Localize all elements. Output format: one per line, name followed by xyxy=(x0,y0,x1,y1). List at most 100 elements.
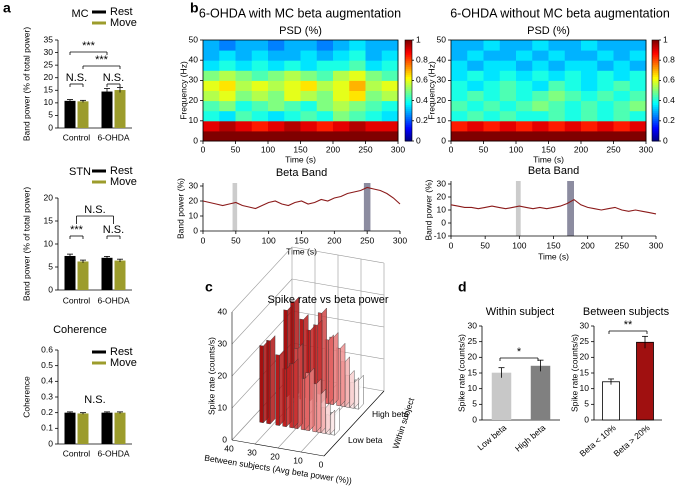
x-tick-label: Control xyxy=(63,448,91,458)
heatmap-cell xyxy=(613,90,631,102)
colorbar-step xyxy=(652,120,659,124)
y-tick-label: 30 xyxy=(437,178,447,188)
heatmap-cell xyxy=(284,100,301,112)
x-tick-label: 250 xyxy=(360,235,374,245)
highlight-band xyxy=(515,181,521,236)
depth-axis-label: Within subject xyxy=(390,396,416,450)
significance-label: N.S. xyxy=(103,72,124,84)
heatmap-cell xyxy=(499,50,517,61)
colorbar-step xyxy=(652,86,659,89)
heatmap-cell xyxy=(203,70,220,81)
x-tick-label: Control xyxy=(63,295,91,305)
heatmap-cell xyxy=(300,60,318,71)
heatmap-cell xyxy=(203,60,220,71)
heatmap-cell xyxy=(548,80,566,91)
heatmap-cell xyxy=(548,110,566,122)
colorbar-step xyxy=(652,90,659,94)
bar xyxy=(114,90,126,128)
panel-label: d xyxy=(458,279,467,295)
colorbar-step xyxy=(652,134,659,138)
colorbar-step xyxy=(652,52,659,55)
y-tick-label: 5 xyxy=(584,399,589,409)
heatmap-cell xyxy=(516,100,533,112)
heatmap-cell xyxy=(613,110,631,122)
y-tick-label: 0.5 xyxy=(41,360,53,370)
heatmap-cell xyxy=(316,50,334,61)
heatmap-cell xyxy=(251,120,269,132)
bar xyxy=(64,255,76,290)
colorbar-step xyxy=(405,108,412,112)
heatmap-cell xyxy=(219,80,236,91)
heatmap-cell xyxy=(564,120,582,132)
x-axis-label: Time (s) xyxy=(286,246,317,256)
heatmap-cell xyxy=(564,50,582,61)
heatmap-cell xyxy=(581,100,598,112)
heatmap-cell xyxy=(251,60,269,71)
y-tick-label: 30 xyxy=(468,320,478,330)
heatmap-cell xyxy=(349,110,366,122)
colorbar-step xyxy=(405,74,412,77)
heatmap-cell xyxy=(467,70,484,81)
colorbar-step xyxy=(652,66,659,69)
x-tick-label: 50 xyxy=(480,240,490,250)
heatmap-cell xyxy=(365,60,383,71)
heatmap-cell xyxy=(235,120,253,132)
colorbar-step xyxy=(405,136,412,140)
heatmap-cell xyxy=(499,80,517,91)
x-tick-label: 0 xyxy=(449,144,454,154)
x-tick-label: 150 xyxy=(294,235,308,245)
bar xyxy=(275,354,280,426)
heatmap-cell xyxy=(499,100,517,112)
colorbar-step xyxy=(405,120,412,124)
panel-label: a xyxy=(3,0,11,16)
colorbar-step xyxy=(652,126,659,130)
y-tick-label: 20 xyxy=(437,191,447,201)
chart-title: Beta Band xyxy=(276,167,327,179)
y-tick-label: 0 xyxy=(584,414,589,424)
y-tick-label: 5 xyxy=(48,110,53,120)
y-tick-label: 25 xyxy=(580,336,590,346)
chart-title: PSD (%) xyxy=(279,25,322,37)
chart-title: MC xyxy=(71,8,88,20)
bar xyxy=(64,412,76,444)
bar xyxy=(259,345,264,424)
heatmap-cell xyxy=(219,120,236,132)
y-tick-label: 30 xyxy=(189,75,199,85)
x-tick-label: 0 xyxy=(319,459,324,469)
heatmap-cell xyxy=(548,90,566,102)
legend-label: Rest xyxy=(110,6,133,18)
y-tick-label: 5 xyxy=(472,399,477,409)
heatmap-cell xyxy=(532,70,549,81)
heatmap-cell xyxy=(284,50,301,61)
heatmap-cell xyxy=(483,110,501,122)
y-tick-label: 30 xyxy=(437,75,447,85)
x-tick-label: 40 xyxy=(224,443,234,453)
heatmap-cell xyxy=(300,120,318,132)
bar-side xyxy=(263,340,269,424)
colorbar-step xyxy=(405,40,412,43)
x-tick-label: 6-OHDA xyxy=(97,295,129,305)
heatmap-cell xyxy=(300,90,318,102)
heatmap-cell xyxy=(483,40,501,51)
colorbar-step xyxy=(652,40,659,43)
heatmap-cell xyxy=(203,80,220,91)
heatmap-cell xyxy=(268,130,285,142)
bar xyxy=(636,341,654,421)
heatmap-cell xyxy=(203,40,220,51)
heatmap-cell xyxy=(381,90,399,102)
colorbar-step xyxy=(652,118,659,122)
y-tick-label: 20 xyxy=(189,195,199,205)
y-tick-label: 0 xyxy=(193,225,198,235)
colorbar-step xyxy=(652,64,659,67)
colorbar-step xyxy=(405,102,412,106)
colorbar-step xyxy=(652,108,659,112)
heatmap-cell xyxy=(235,130,253,142)
heatmap-cell xyxy=(451,70,468,81)
bar-side xyxy=(304,373,310,431)
colorbar-label: 0.4 xyxy=(663,95,675,105)
heatmap-cell xyxy=(629,40,647,51)
heatmap-cell xyxy=(451,40,468,51)
heatmap-cell xyxy=(532,100,549,112)
colorbar-step xyxy=(652,68,659,71)
